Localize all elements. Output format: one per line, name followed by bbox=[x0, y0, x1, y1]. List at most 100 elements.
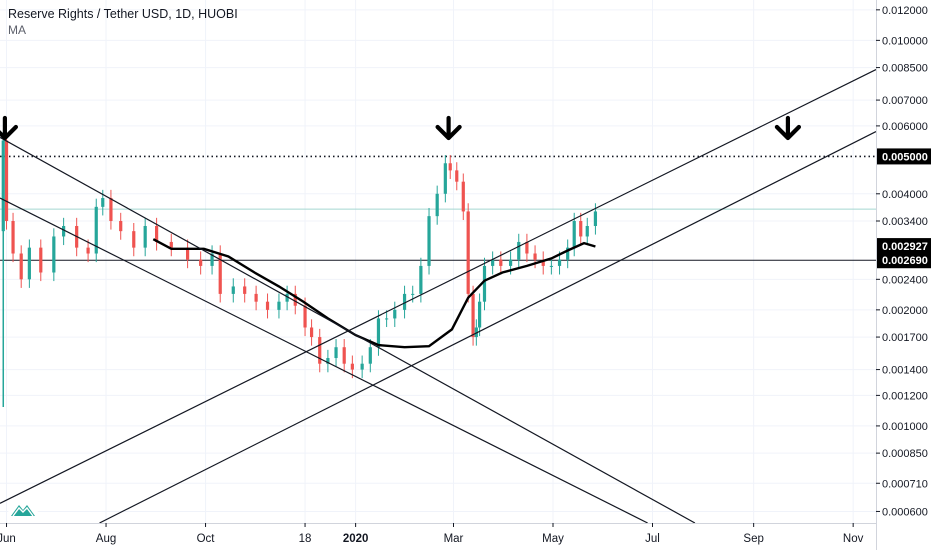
down-arrow-icon bbox=[774, 115, 802, 141]
price-tick-label: 0.004000 bbox=[882, 189, 928, 201]
candle-body bbox=[285, 293, 289, 302]
time-tick-label: Jul bbox=[645, 533, 660, 545]
price-badge-label: 0.002690 bbox=[882, 255, 928, 267]
candle-body bbox=[533, 253, 537, 260]
candle-body bbox=[517, 241, 521, 260]
price-tick-label: 0.002000 bbox=[882, 305, 928, 317]
candle-body bbox=[549, 265, 553, 267]
time-tick-label: Jun bbox=[0, 533, 16, 545]
candle-body bbox=[482, 265, 487, 302]
candle-body bbox=[579, 221, 583, 237]
candle-body bbox=[499, 259, 503, 266]
candle-body bbox=[62, 226, 66, 237]
time-tick-label: Oct bbox=[197, 533, 216, 545]
price-badge-label: 0.005000 bbox=[882, 151, 928, 163]
candle-body bbox=[334, 347, 338, 359]
trend-line bbox=[0, 197, 648, 523]
price-tick-label: 0.001200 bbox=[882, 390, 928, 402]
price-badge bbox=[877, 238, 931, 255]
candle-body bbox=[293, 293, 297, 306]
candle-body bbox=[585, 226, 589, 237]
candle-body bbox=[94, 206, 98, 254]
price-tick-label: 0.010000 bbox=[882, 35, 928, 47]
candle-body bbox=[303, 305, 307, 328]
candle-body bbox=[474, 327, 478, 338]
candle-body bbox=[508, 259, 513, 266]
time-tick-label: Aug bbox=[96, 533, 116, 545]
candle-body bbox=[254, 293, 258, 302]
candle-body bbox=[309, 327, 314, 338]
trend-line bbox=[0, 136, 696, 523]
candle-body bbox=[4, 140, 9, 222]
time-tick-label: Mar bbox=[444, 533, 464, 545]
candle-body bbox=[132, 231, 136, 248]
price-tick-label: 0.008500 bbox=[882, 63, 928, 75]
candle-body bbox=[143, 226, 147, 248]
time-tick-label: 2020 bbox=[343, 533, 369, 545]
candle-body bbox=[461, 181, 465, 212]
candle-body bbox=[101, 198, 105, 207]
down-arrow-icon bbox=[435, 115, 462, 141]
chart-title: Reserve Rights / Tether USD, 1D, HUOBI bbox=[8, 7, 238, 21]
candle-body bbox=[52, 236, 56, 273]
candle-body bbox=[435, 193, 439, 217]
candle-body bbox=[326, 358, 330, 364]
candle-body bbox=[185, 247, 190, 260]
candle-body bbox=[360, 363, 364, 370]
time-tick-label: Nov bbox=[843, 533, 864, 545]
price-tick-label: 0.006000 bbox=[882, 121, 928, 133]
price-badge bbox=[877, 148, 931, 165]
candle-body bbox=[265, 301, 270, 310]
candle-body bbox=[155, 226, 159, 242]
price-tick-label: 0.001700 bbox=[882, 332, 928, 344]
time-tick-label: Sep bbox=[743, 533, 763, 545]
candle-body bbox=[443, 163, 447, 194]
candle-body bbox=[411, 293, 415, 295]
candle-body bbox=[402, 293, 407, 310]
candle-body bbox=[199, 259, 203, 266]
candle-body bbox=[572, 221, 576, 248]
candle-body bbox=[427, 216, 431, 266]
logo-icon[interactable] bbox=[8, 498, 38, 520]
price-tick-label: 0.001000 bbox=[882, 421, 928, 433]
candle-body bbox=[393, 309, 397, 319]
price-tick-label: 0.000710 bbox=[882, 478, 928, 490]
candle-body bbox=[109, 198, 113, 222]
candle-body bbox=[318, 337, 322, 364]
price-tick-label: 0.003400 bbox=[882, 216, 928, 228]
candle-body bbox=[86, 247, 90, 254]
price-tick-label: 0.000850 bbox=[882, 448, 928, 460]
candle-body bbox=[455, 170, 459, 182]
candle-body bbox=[39, 247, 43, 273]
candle-body bbox=[471, 293, 475, 338]
price-tick-label: 0.000600 bbox=[882, 506, 928, 518]
candle-body bbox=[557, 259, 562, 266]
candle-body bbox=[243, 286, 247, 294]
candle-body bbox=[119, 221, 123, 232]
price-tick-label: 0.007000 bbox=[882, 95, 928, 107]
candle-body bbox=[277, 301, 281, 310]
price-tick-label: 0.002400 bbox=[882, 274, 928, 286]
price-tick-label: 0.001400 bbox=[882, 365, 928, 377]
candle-body bbox=[525, 241, 529, 254]
ma-line bbox=[152, 238, 596, 349]
price-tick-label: 0.012000 bbox=[882, 5, 928, 17]
candle-body bbox=[11, 221, 15, 254]
candle-body bbox=[350, 363, 354, 370]
indicator-label[interactable]: MA bbox=[8, 23, 26, 37]
candle-body bbox=[466, 211, 470, 294]
candle-body bbox=[368, 347, 372, 364]
down-arrow-icon bbox=[0, 115, 18, 141]
candle-body bbox=[593, 211, 598, 227]
trend-line bbox=[0, 69, 876, 504]
plot-area bbox=[0, 0, 876, 523]
candle-body bbox=[218, 253, 222, 294]
candle-body bbox=[385, 318, 389, 320]
candle-body bbox=[27, 247, 31, 280]
candle-body bbox=[210, 253, 214, 266]
candle-body bbox=[376, 318, 381, 348]
candle-body bbox=[477, 301, 482, 328]
price-badge-label: 0.002927 bbox=[882, 241, 928, 253]
